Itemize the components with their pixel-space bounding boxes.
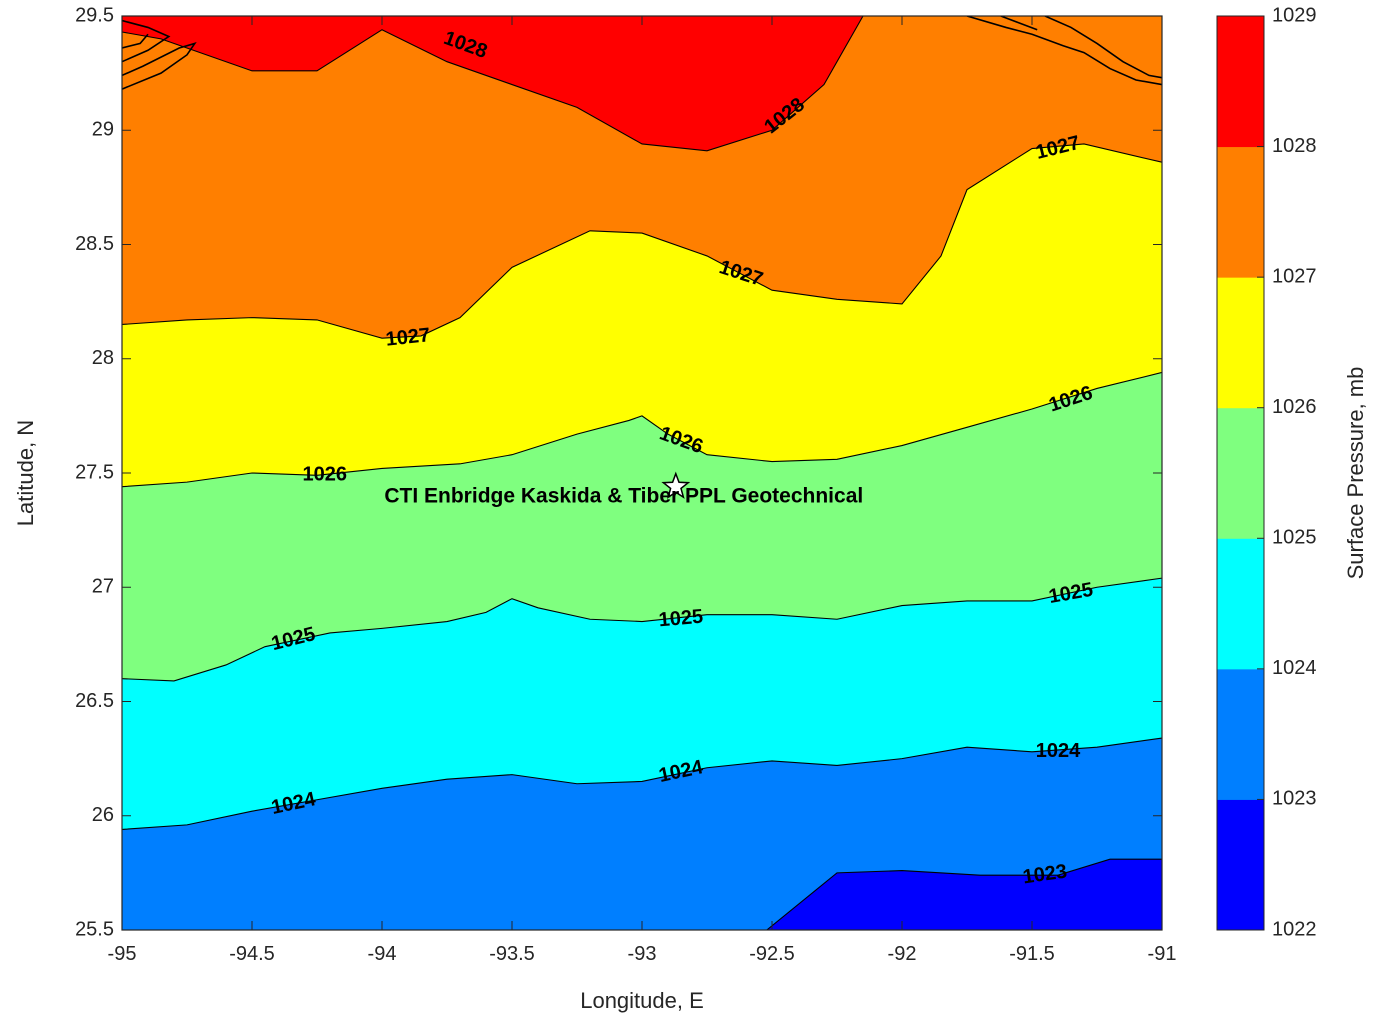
y-tick-label: 25.5 (75, 918, 114, 940)
x-tick-label: -94 (368, 943, 397, 965)
contour-label: 1025 (658, 606, 704, 632)
colorbar-frame (1216, 15, 1265, 931)
site-marker-group: CTI Enbridge Kaskida & Tiber PPL Geotech… (384, 471, 863, 508)
colorbar-tick-label: 1025 (1272, 527, 1317, 549)
x-tick-label: -93.5 (489, 943, 535, 965)
x-tick-label: -92 (888, 943, 917, 965)
colorbar-label: Surface Pressure, mb (1343, 367, 1368, 580)
x-tick-label: -93 (628, 943, 657, 965)
contour-line-1028 (122, 16, 864, 152)
colorbar-tick-label: 1023 (1272, 788, 1317, 810)
contour-band-1027 (122, 16, 1162, 339)
x-tick-label: -95 (108, 943, 137, 965)
colorbar-tick-label: 1028 (1272, 135, 1317, 157)
colorbar-segment (1217, 146, 1264, 278)
coastline-2 (122, 33, 149, 49)
colorbar-segment (1217, 407, 1264, 539)
x-axis-label: Longitude, E (580, 988, 704, 1013)
x-axis: -95 -94.5 -94 -93.5 -93 -92.5 -92 -91.5 -91 (108, 16, 1177, 965)
colorbar-tick-label: 1026 (1272, 396, 1317, 418)
y-tick-label: 27 (92, 576, 114, 598)
contour-line-1023 (766, 858, 1162, 930)
site-label: CTI Enbridge Kaskida & Tiber PPL Geotech… (384, 485, 863, 508)
colorbar-segment (1217, 277, 1264, 409)
x-tick-label: -92.5 (749, 943, 795, 965)
coastline-5 (1000, 16, 1038, 31)
y-tick-label: 28.5 (75, 233, 114, 255)
x-tick-label: -94.5 (229, 943, 275, 965)
x-tick-label: -91 (1148, 943, 1177, 965)
coastline-4 (1044, 16, 1162, 79)
contour-line-1026 (122, 371, 1162, 488)
x-tick-label: -91.5 (1009, 943, 1055, 965)
colorbar-tick-label: 1022 (1272, 918, 1317, 940)
star-icon (661, 471, 691, 499)
contour-line-1025 (122, 577, 1162, 682)
y-axis: 25.5 26 26.5 27 27.5 28 28.5 29 29.5 (75, 4, 1162, 940)
coastline-1 (122, 19, 171, 63)
y-tick-label: 29.5 (75, 4, 114, 26)
contour-label: 1024 (1036, 740, 1081, 762)
y-tick-label: 27.5 (75, 461, 114, 483)
contour-label: 1026 (303, 464, 348, 486)
coastlines (122, 16, 1162, 90)
y-tick-label: 29 (92, 119, 114, 141)
colorbar-segment (1217, 538, 1264, 670)
contour-lines (122, 16, 1162, 930)
y-tick-label: 26 (92, 804, 114, 826)
colorbar-segment (1217, 16, 1264, 148)
filled-contour-bands (122, 16, 1162, 930)
coastline-3 (966, 16, 1162, 86)
y-tick-label: 28 (92, 347, 114, 369)
y-tick-label: 26.5 (75, 690, 114, 712)
contour-line-1024 (122, 737, 1162, 831)
contour-line-1027 (122, 143, 1162, 339)
colorbar-segment (1217, 668, 1264, 800)
contour-band-1028 (122, 16, 863, 151)
colorbar: 1022 1023 1024 1025 1026 1027 1028 1029 (1216, 4, 1317, 940)
plot-area: 1023102410241024102510251025102610261026… (122, 16, 1162, 930)
coastline-0 (122, 42, 197, 90)
colorbar-segment (1217, 799, 1264, 931)
colorbar-tick-label: 1029 (1272, 4, 1317, 26)
contour-label: 1027 (385, 324, 432, 351)
y-axis-label: Latitude, N (13, 420, 38, 526)
colorbar-tick-label: 1024 (1272, 657, 1317, 679)
colorbar-tick-label: 1027 (1272, 265, 1317, 287)
